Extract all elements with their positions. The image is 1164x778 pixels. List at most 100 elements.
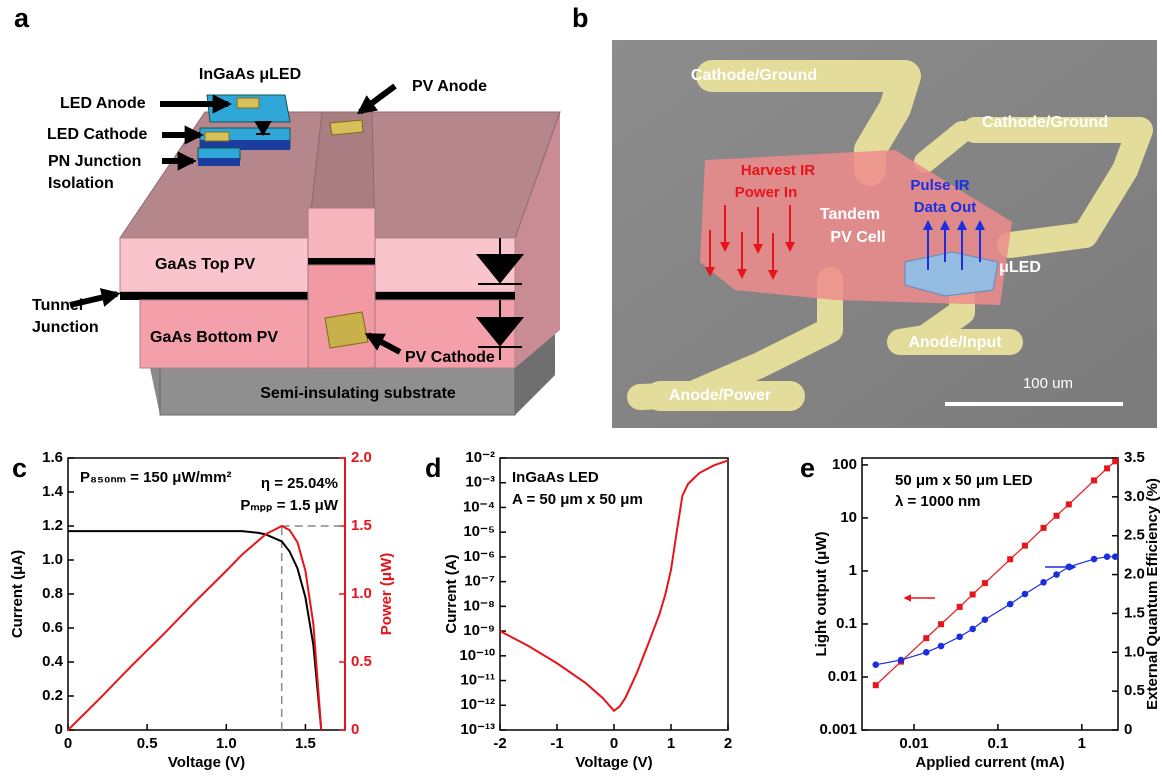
y-tick-label: 1.0 <box>42 551 63 568</box>
figure: a InGaAs μLED LED An <box>0 0 1164 773</box>
x-tick-label: 0 <box>610 735 618 752</box>
y-tick-label: 10⁻¹² <box>460 696 495 713</box>
label: Cathode/Ground <box>691 67 817 84</box>
label: LED Cathode <box>47 126 148 143</box>
y-tick-label: 0.2 <box>42 687 63 704</box>
label: Junction <box>32 319 99 336</box>
led-cathode-pad <box>205 132 229 141</box>
y-tick-label: 0.4 <box>42 653 64 670</box>
x-tick-label: 0 <box>64 735 72 752</box>
label: Data Out <box>914 199 977 216</box>
y-tick-label: 10⁻⁴ <box>463 498 495 515</box>
marker <box>1041 525 1047 531</box>
marker <box>938 621 944 627</box>
x-tick-label: -1 <box>550 735 563 752</box>
y2-tick-label: 2.5 <box>1124 527 1145 544</box>
x-tick-label: 1.0 <box>216 735 237 752</box>
annotation: P₈₅₀ₙₘ = 150 μW/mm² <box>80 469 231 486</box>
x-axis-label: Voltage (V) <box>575 754 652 771</box>
y-tick-label: 10⁻¹³ <box>460 721 495 738</box>
label: Cathode/Ground <box>982 114 1108 131</box>
y-tick-label: 1.6 <box>42 449 63 466</box>
y2-tick-label: 3.5 <box>1124 449 1145 466</box>
x-tick-label: 0.1 <box>987 735 1008 752</box>
x-tick-label: 0.5 <box>137 735 158 752</box>
label: Isolation <box>48 175 114 192</box>
marker <box>1112 553 1119 560</box>
panel-label: a <box>14 3 30 33</box>
x-tick-label: 1 <box>1078 735 1086 752</box>
device-diagram: a InGaAs μLED LED An <box>14 3 560 415</box>
y-tick-label: 1.2 <box>42 517 63 534</box>
y-tick-label: 10⁻⁵ <box>463 523 495 540</box>
marker <box>1104 465 1110 471</box>
label: μLED <box>999 259 1041 276</box>
x-tick-label: 2 <box>724 735 732 752</box>
marker <box>1091 556 1098 563</box>
annotation: η = 25.04% <box>261 475 338 492</box>
y2-tick-label: 1.0 <box>351 585 372 602</box>
annotation: 50 μm x 50 μm LED <box>895 472 1033 489</box>
y2-axis-label: External Quantum Efficiency (%) <box>1144 478 1161 710</box>
scale-bar <box>945 402 1123 406</box>
marker <box>1104 553 1111 560</box>
marker <box>1066 501 1072 507</box>
y-tick-label: 0.1 <box>836 615 857 632</box>
page: a InGaAs μLED LED An <box>0 0 1164 773</box>
x-tick-label: 1.5 <box>295 735 316 752</box>
y2-tick-label: 0.5 <box>1124 682 1145 699</box>
marker <box>956 633 963 640</box>
y-tick-label: 0.6 <box>42 619 63 636</box>
marker <box>1112 458 1118 464</box>
label: PV Cell <box>830 229 885 246</box>
label: PV Cathode <box>405 349 495 366</box>
y-tick-label: 0.01 <box>828 668 857 685</box>
label: LED Anode <box>60 95 146 112</box>
pv-anode-pad <box>330 120 363 135</box>
x-tick-label: 0.01 <box>899 735 928 752</box>
y-axis-label: Light output (μW) <box>813 532 830 657</box>
marker <box>1007 601 1014 608</box>
panel-label: e <box>800 453 815 483</box>
y-tick-label: 1.4 <box>42 483 64 500</box>
marker <box>1054 513 1060 519</box>
panel-label: c <box>12 453 27 483</box>
label: Anode/Power <box>669 387 771 404</box>
x-tick-label: -2 <box>493 735 506 752</box>
marker <box>970 591 976 597</box>
pv-cathode-pad <box>325 312 368 348</box>
y2-tick-label: 0 <box>1124 721 1132 738</box>
label: Anode/Input <box>908 334 1002 351</box>
label: InGaAs μLED <box>199 66 301 83</box>
y-tick-label: 10⁻¹¹ <box>460 672 495 689</box>
chart: c00.51.01.500.20.40.60.81.01.21.41.600.5… <box>9 449 395 771</box>
x-axis-label: Voltage (V) <box>168 754 245 771</box>
y-tick-label: 10⁻⁸ <box>463 597 495 614</box>
y-tick-label: 0.8 <box>42 585 63 602</box>
marker <box>1022 543 1028 549</box>
y-tick-label: 10⁻⁷ <box>464 573 495 590</box>
annotation: InGaAs LED <box>512 469 599 486</box>
micrograph: b Cathode/Ground Cathode/Ground <box>572 3 1157 428</box>
marker <box>938 643 945 650</box>
label: Tunnel <box>32 297 83 314</box>
annotation: λ = 1000 nm <box>895 493 980 510</box>
y-tick-label: 10⁻⁶ <box>463 548 495 565</box>
marker <box>1053 571 1060 578</box>
label: GaAs Top PV <box>155 256 255 273</box>
label: PV Anode <box>412 78 487 95</box>
trench-junction <box>308 258 375 265</box>
annotation: Pₘₚₚ = 1.5 μW <box>240 497 338 514</box>
y2-tick-label: 3.0 <box>1124 488 1145 505</box>
panel-label: b <box>572 3 589 33</box>
y-tick-label: 10⁻³ <box>465 474 495 491</box>
marker <box>982 580 988 586</box>
marker <box>1091 477 1097 483</box>
y2-tick-label: 0 <box>351 721 359 738</box>
y-tick-label: 1 <box>849 562 857 579</box>
marker <box>923 635 929 641</box>
y-tick-label: 10⁻¹⁰ <box>459 647 495 664</box>
marker <box>1007 556 1013 562</box>
